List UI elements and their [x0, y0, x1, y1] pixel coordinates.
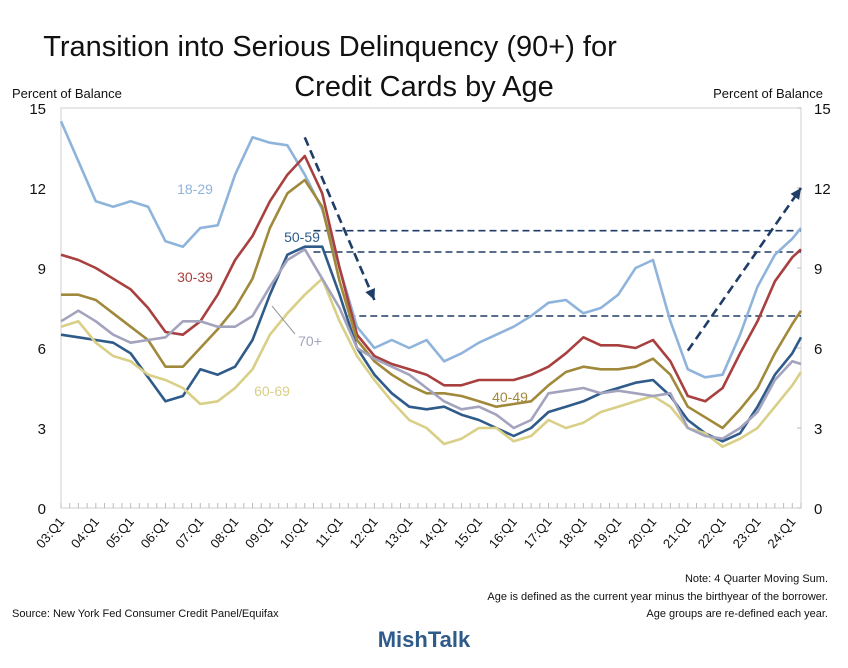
y-axis-label-left: Percent of Balance	[12, 86, 122, 101]
chart-title-line-1: Transition into Serious Delinquency (90+…	[43, 31, 617, 63]
x-tick-label: 04:Q1	[68, 514, 102, 551]
y-tick-label-right: 12	[814, 181, 831, 198]
plot-area	[60, 107, 802, 509]
x-tick-label: 08:Q1	[207, 514, 241, 551]
series-label-40-49: 40-49	[492, 389, 528, 405]
series-label-18-29: 18-29	[177, 181, 213, 197]
x-tick-label: 13:Q1	[381, 514, 415, 551]
y-axis-label-right: Percent of Balance	[713, 86, 823, 101]
x-tick-label: 12:Q1	[346, 514, 380, 551]
y-tick-label-right: 3	[814, 421, 822, 438]
trend-arrow	[686, 187, 803, 352]
y-tick-label-right: 15	[814, 101, 831, 118]
y-tick-label-left: 0	[38, 501, 46, 518]
y-tick-label-left: 6	[38, 341, 46, 358]
brand-logo: MishTalk	[378, 627, 471, 652]
x-tick-label: 11:Q1	[312, 514, 346, 550]
series-label-70+: 70+	[298, 333, 322, 349]
y-tick-label-right: 6	[814, 341, 822, 358]
x-tick-label: 19:Q1	[590, 514, 624, 551]
y-tick-label-left: 3	[38, 421, 46, 438]
x-tick-label: 22:Q1	[695, 514, 729, 551]
note-line-1: Note: 4 Quarter Moving Sum.	[685, 573, 828, 585]
x-tick-label: 03:Q1	[33, 514, 67, 551]
x-tick-label: 20:Q1	[625, 514, 659, 551]
note-line-2: Age is defined as the current year minus…	[487, 591, 828, 603]
x-tick-label: 09:Q1	[242, 514, 276, 551]
arrow-head	[790, 188, 801, 200]
y-tick-label-right: 9	[814, 261, 822, 278]
x-tick-label: 06:Q1	[138, 514, 172, 551]
note-line-3: Age groups are re-defined each year.	[646, 608, 828, 620]
y-tick-label-left: 15	[29, 101, 46, 118]
series-line-70+	[60, 248, 802, 441]
x-tick-label: 05:Q1	[103, 514, 137, 551]
x-tick-label: 10:Q1	[277, 514, 311, 551]
label-leader-line	[271, 305, 296, 335]
x-tick-label: 14:Q1	[416, 514, 450, 551]
x-tick-label: 17:Q1	[521, 514, 555, 551]
series-line-30-39	[60, 154, 802, 403]
series-label-60-69: 60-69	[254, 383, 290, 399]
x-tick-label: 07:Q1	[172, 514, 206, 551]
chart-title-line-2: Credit Cards by Age	[294, 71, 554, 103]
source-text: Source: New York Fed Consumer Credit Pan…	[12, 608, 279, 620]
trend-arrow	[303, 136, 376, 301]
x-tick-label: 24:Q1	[764, 514, 798, 551]
x-tick-label: 23:Q1	[730, 514, 764, 551]
x-tick-label: 21:Q1	[660, 514, 694, 551]
x-tick-label: 15:Q1	[451, 514, 485, 551]
series-label-30-39: 30-39	[177, 269, 213, 285]
series-line-18-29	[59, 120, 803, 379]
series-label-50-59: 50-59	[284, 229, 320, 245]
x-tick-label: 16:Q1	[486, 514, 520, 551]
y-tick-label-left: 12	[29, 181, 46, 198]
arrow-head	[365, 288, 375, 300]
x-tick-label: 18:Q1	[555, 514, 589, 551]
y-tick-label-left: 9	[38, 261, 46, 278]
y-tick-label-right: 0	[814, 501, 822, 518]
